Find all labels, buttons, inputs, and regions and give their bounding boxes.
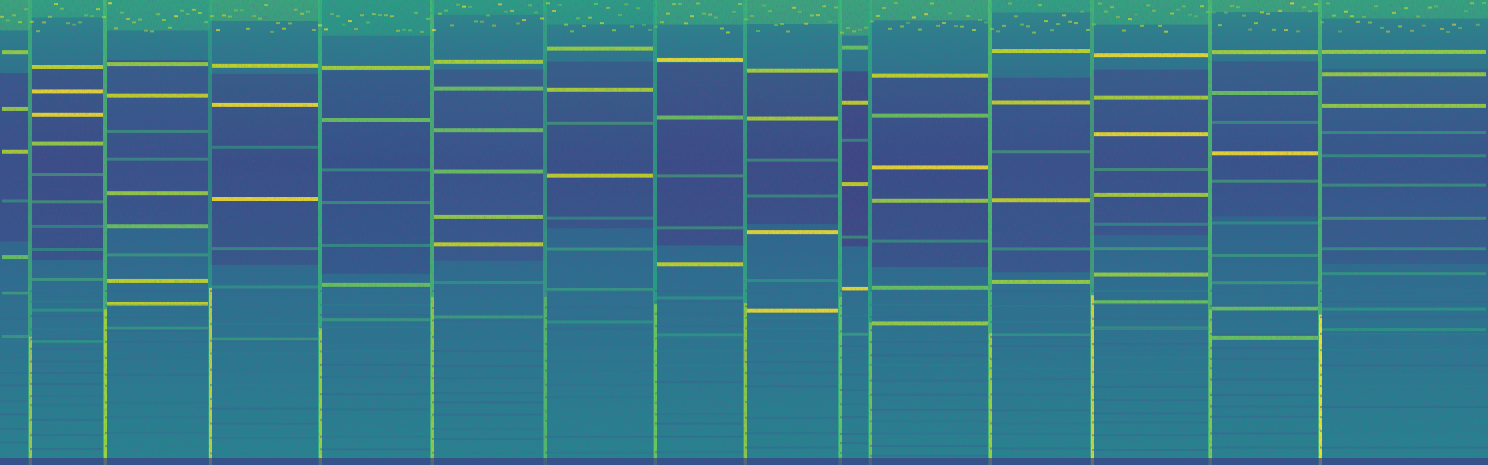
spectrogram-bottom-band: [0, 458, 1488, 465]
